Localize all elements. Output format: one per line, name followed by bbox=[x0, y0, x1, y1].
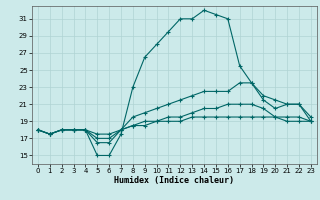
X-axis label: Humidex (Indice chaleur): Humidex (Indice chaleur) bbox=[115, 176, 234, 185]
